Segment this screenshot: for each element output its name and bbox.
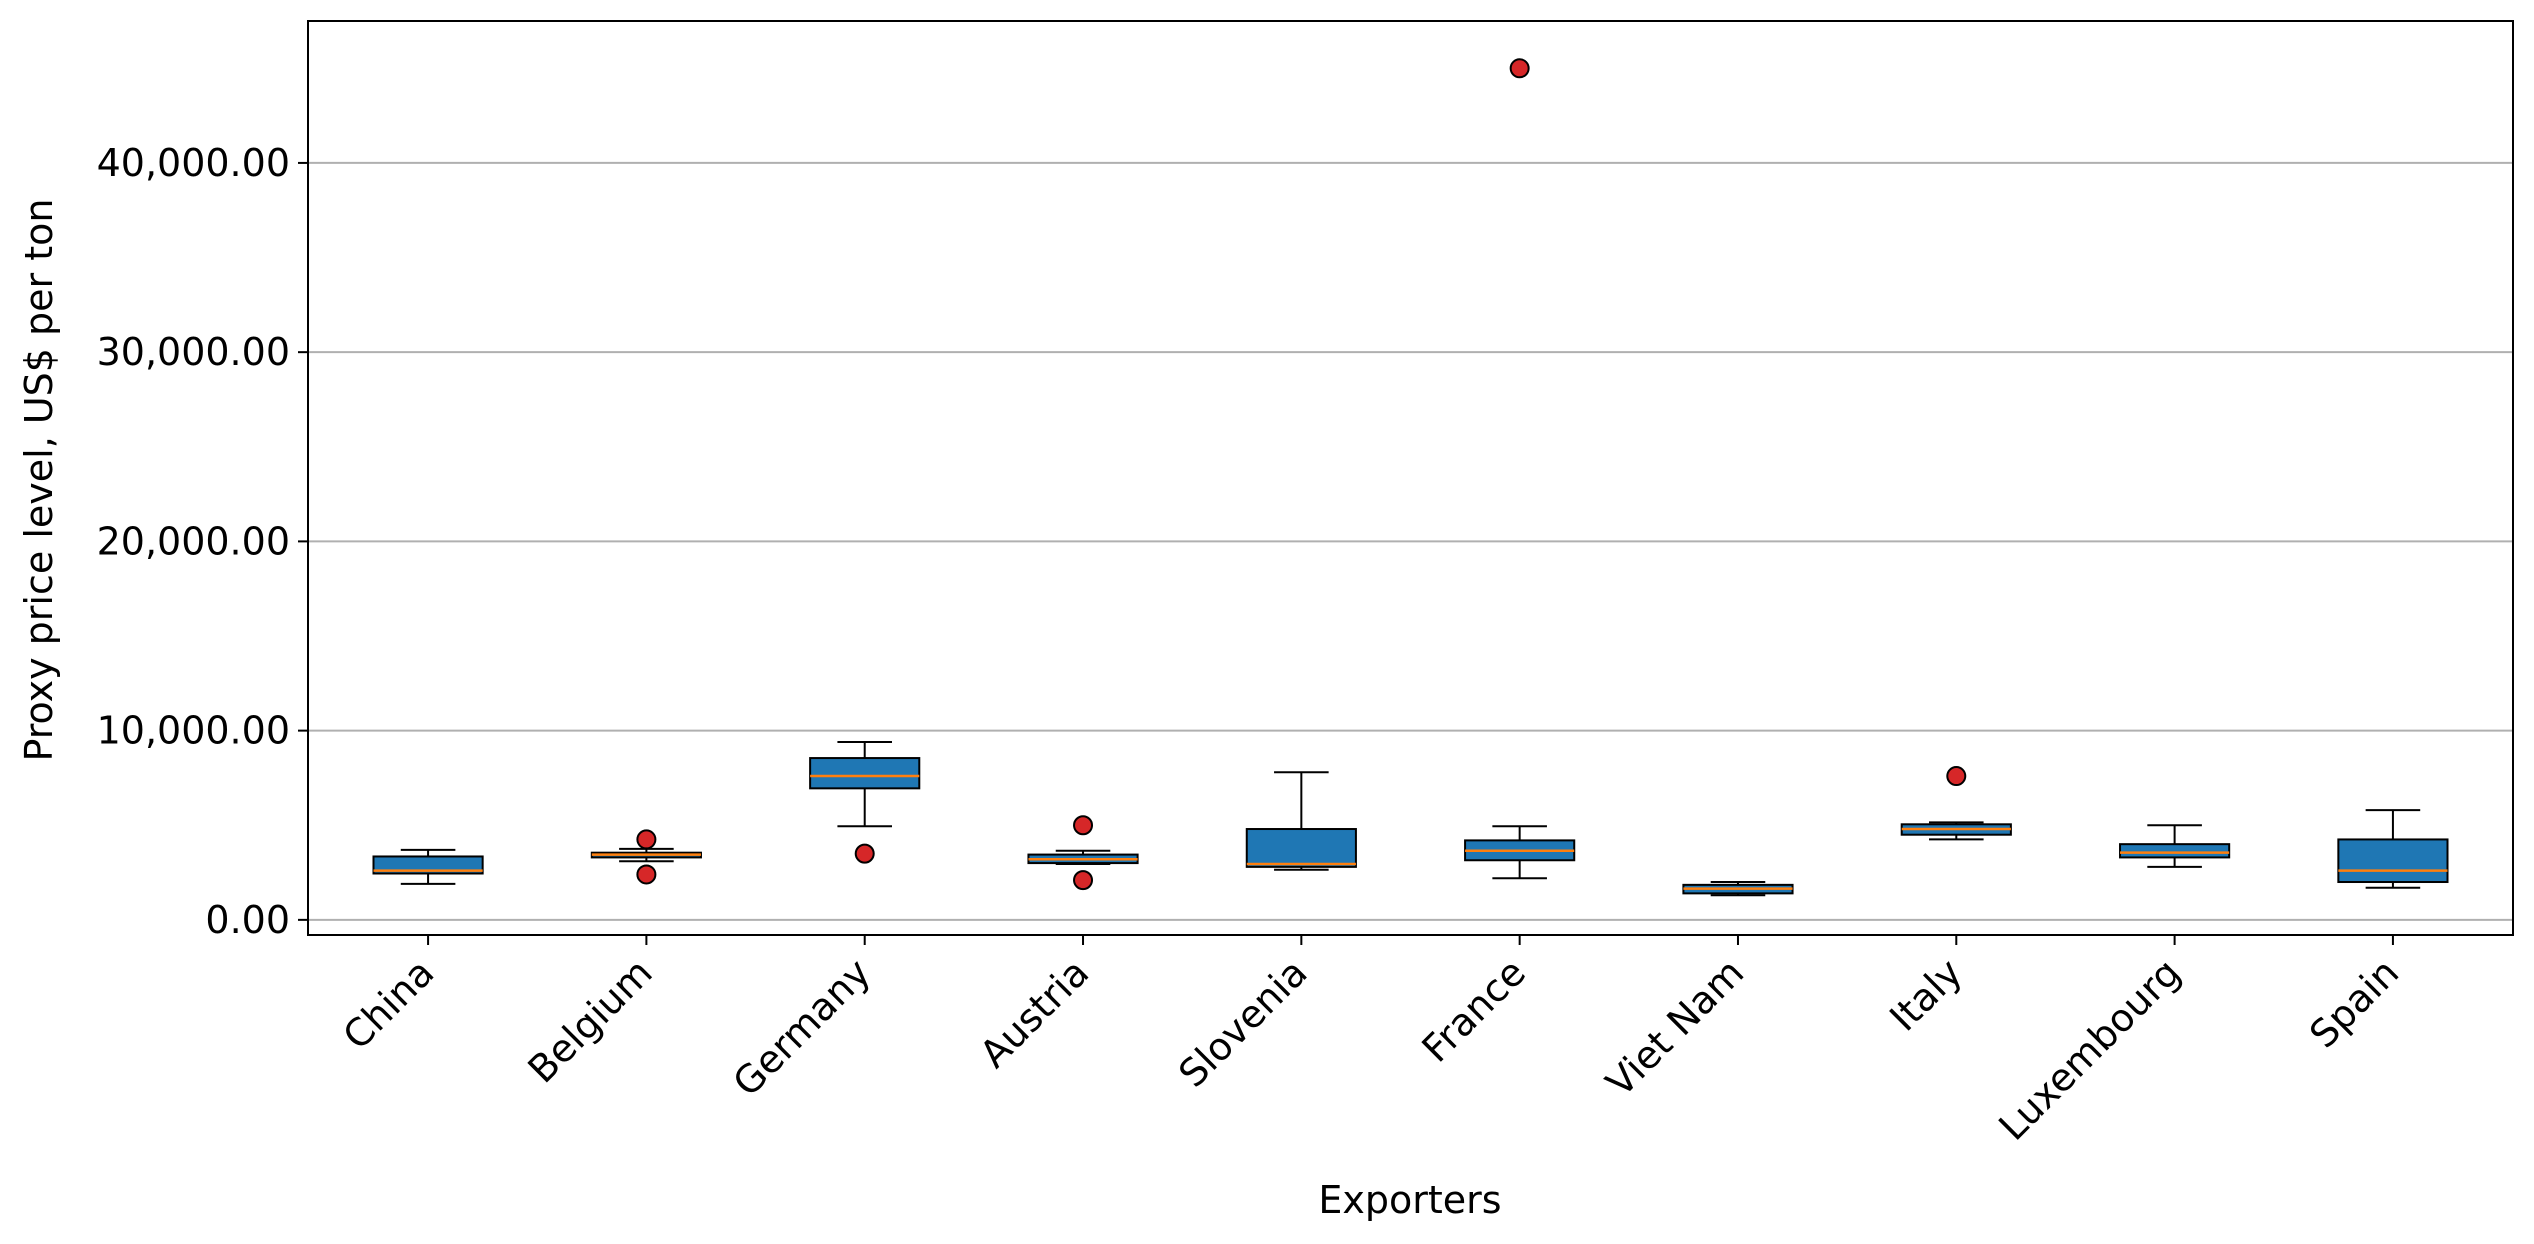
y-tick-label: 20,000.00 [97,519,290,563]
y-tick-label: 10,000.00 [97,709,290,753]
iqr-box [2337,838,2449,884]
x-axis-label: Exporters [1318,1178,1501,1222]
box-luxembourg [2119,824,2231,868]
outlier-point [636,829,657,850]
y-tick-label: 40,000.00 [97,141,290,185]
y-tick-label: 30,000.00 [97,330,290,374]
box-austria [1027,815,1139,891]
outlier-point [1946,766,1967,787]
y-tick-label: 0.00 [205,898,290,942]
box-france [1464,58,1576,880]
gridlines [308,161,2513,921]
outlier-point [1073,815,1094,836]
plot-frame [307,20,2514,936]
iqr-box [372,855,484,875]
box-slovenia [1245,771,1357,871]
outlier-point [1509,58,1530,79]
box-germany [809,740,921,864]
outlier-point [636,864,657,885]
iqr-box [809,757,921,790]
box-italy [1900,766,2012,841]
box-viet-nam [1682,881,1794,897]
box-belgium [590,829,702,885]
y-axis-label: Proxy price level, US$ per ton [17,199,61,762]
box-spain [2337,809,2449,889]
box-china [372,848,484,885]
iqr-box [2119,843,2231,859]
boxes [372,58,2449,897]
y-axis-ticks: 0.00 10,000.00 20,000.00 30,000.00 40,000.00 [97,141,308,942]
outlier-point [1073,870,1094,891]
iqr-box [1245,828,1357,868]
outlier-point [854,843,875,864]
